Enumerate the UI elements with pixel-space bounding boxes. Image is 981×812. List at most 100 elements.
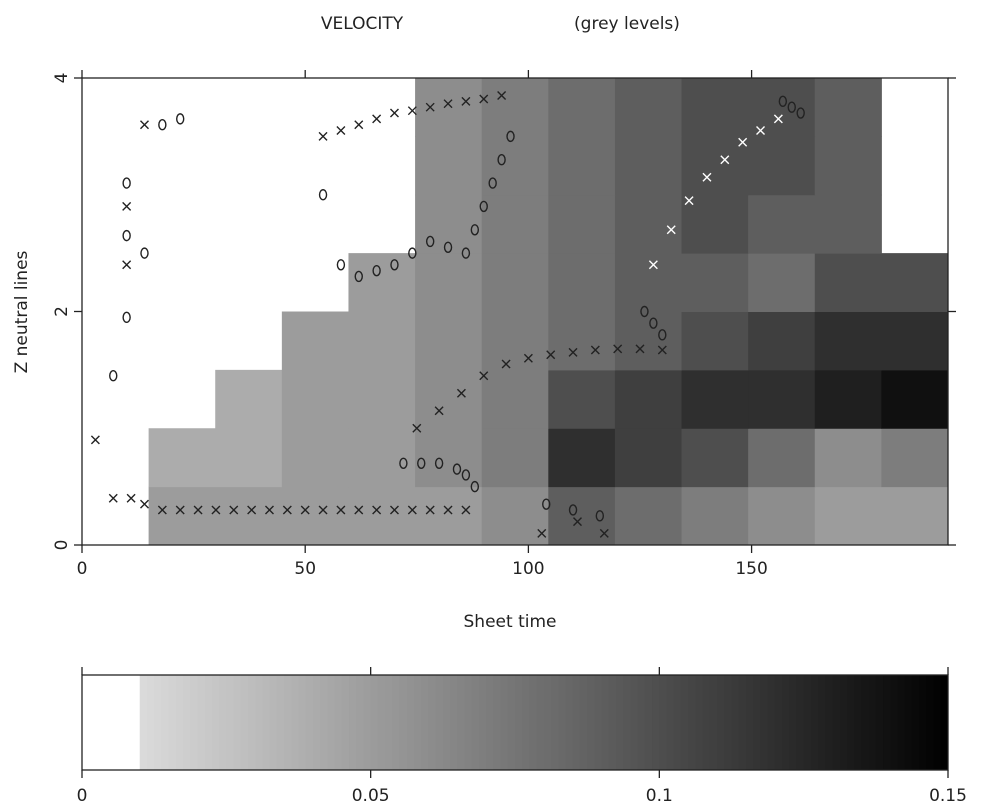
heat-cell bbox=[415, 78, 483, 137]
x-marker bbox=[537, 528, 547, 538]
x-marker bbox=[336, 126, 346, 136]
colorbar-step bbox=[146, 675, 155, 770]
colorbar-frame bbox=[81, 674, 949, 771]
colorbar-step bbox=[767, 675, 776, 770]
colorbar-step bbox=[717, 675, 725, 770]
heat-cell bbox=[148, 428, 216, 488]
x-marker bbox=[389, 505, 399, 515]
heat-cell bbox=[415, 486, 483, 546]
x-marker bbox=[300, 505, 310, 515]
heat-cell bbox=[415, 194, 483, 254]
o-marker bbox=[318, 189, 328, 201]
heat-cell bbox=[681, 369, 749, 429]
o-marker bbox=[122, 311, 131, 324]
x-marker bbox=[573, 517, 582, 527]
o-marker bbox=[461, 469, 471, 481]
chart-title: VELOCITY bbox=[321, 14, 404, 34]
heat-cell bbox=[548, 311, 616, 371]
heat-cell bbox=[548, 136, 616, 196]
colorbar-step bbox=[616, 675, 624, 770]
x-marker bbox=[372, 505, 382, 515]
heat-cell bbox=[614, 428, 683, 488]
o-marker bbox=[390, 259, 399, 271]
x-marker bbox=[193, 505, 203, 515]
o-marker bbox=[796, 107, 805, 119]
heat-cell bbox=[481, 194, 549, 254]
x-marker bbox=[461, 96, 471, 106]
colorbar-step bbox=[796, 675, 805, 770]
colorbar-step bbox=[255, 675, 263, 770]
colorbar-step bbox=[572, 675, 581, 770]
colorbar-step bbox=[515, 675, 523, 770]
colorbar-step bbox=[233, 675, 242, 770]
colorbar-tick-label: 0.1 bbox=[646, 786, 673, 806]
colorbar-step bbox=[774, 675, 783, 770]
colorbar-step bbox=[753, 675, 761, 770]
heat-cell bbox=[814, 78, 882, 137]
x-marker bbox=[590, 345, 600, 355]
colorbar-step bbox=[349, 675, 357, 770]
colorbar-step bbox=[890, 675, 898, 770]
x-marker bbox=[282, 505, 292, 515]
o-marker bbox=[506, 130, 515, 143]
colorbar-step bbox=[211, 675, 220, 770]
o-marker bbox=[336, 259, 346, 271]
colorbar-step bbox=[168, 675, 177, 770]
colorbar-step bbox=[760, 675, 769, 770]
y-tick-label: 2 bbox=[52, 306, 72, 317]
heat-cell bbox=[548, 486, 616, 546]
x-marker bbox=[666, 225, 676, 235]
colorbar-step bbox=[782, 675, 790, 770]
x-marker bbox=[318, 131, 328, 141]
x-marker bbox=[568, 347, 578, 357]
heat-cell bbox=[415, 311, 483, 371]
colorbar-tick-label: 0.15 bbox=[929, 786, 967, 806]
colorbar-step bbox=[269, 675, 278, 770]
x-marker bbox=[175, 505, 185, 515]
colorbar-step bbox=[262, 675, 271, 770]
x-marker bbox=[157, 505, 167, 515]
colorbar-step bbox=[825, 675, 834, 770]
o-marker bbox=[417, 457, 426, 469]
o-marker bbox=[354, 270, 363, 283]
heat-cell bbox=[148, 486, 216, 546]
x-marker bbox=[425, 505, 435, 515]
o-marker bbox=[452, 463, 462, 475]
colorbar-step bbox=[731, 675, 740, 770]
x-marker bbox=[122, 260, 132, 270]
colorbar-step bbox=[644, 675, 653, 770]
colorbar-step bbox=[435, 675, 444, 770]
colorbar-step bbox=[594, 675, 603, 770]
x-marker bbox=[599, 528, 609, 538]
x-marker bbox=[407, 505, 417, 515]
colorbar-step bbox=[926, 675, 935, 770]
heat-cell bbox=[481, 253, 549, 312]
x-tick-label: 150 bbox=[735, 559, 767, 579]
x-marker bbox=[461, 505, 471, 515]
heat-cell bbox=[748, 428, 816, 488]
o-marker bbox=[649, 317, 658, 329]
colorbar-step bbox=[291, 675, 299, 770]
x-marker bbox=[108, 493, 118, 503]
x-marker bbox=[140, 499, 149, 509]
heat-cell bbox=[548, 428, 616, 488]
heat-cell bbox=[281, 369, 349, 429]
heat-cell bbox=[614, 253, 683, 312]
heat-cell bbox=[748, 486, 816, 546]
colorbar-step bbox=[536, 675, 545, 770]
heat-cell bbox=[748, 369, 816, 429]
colorbar-step bbox=[745, 675, 754, 770]
y-axis-label: Z neutral lines bbox=[12, 250, 32, 373]
heat-cell bbox=[681, 253, 749, 312]
o-marker bbox=[470, 480, 480, 493]
heat-cell bbox=[481, 369, 549, 429]
x-marker bbox=[756, 126, 766, 136]
x-marker bbox=[264, 505, 274, 515]
colorbar-step bbox=[868, 675, 877, 770]
colorbar-step bbox=[204, 675, 213, 770]
o-marker bbox=[658, 329, 667, 341]
colorbar-step bbox=[413, 675, 422, 770]
colorbar-step bbox=[803, 675, 812, 770]
y-tick-label: 4 bbox=[52, 73, 72, 84]
